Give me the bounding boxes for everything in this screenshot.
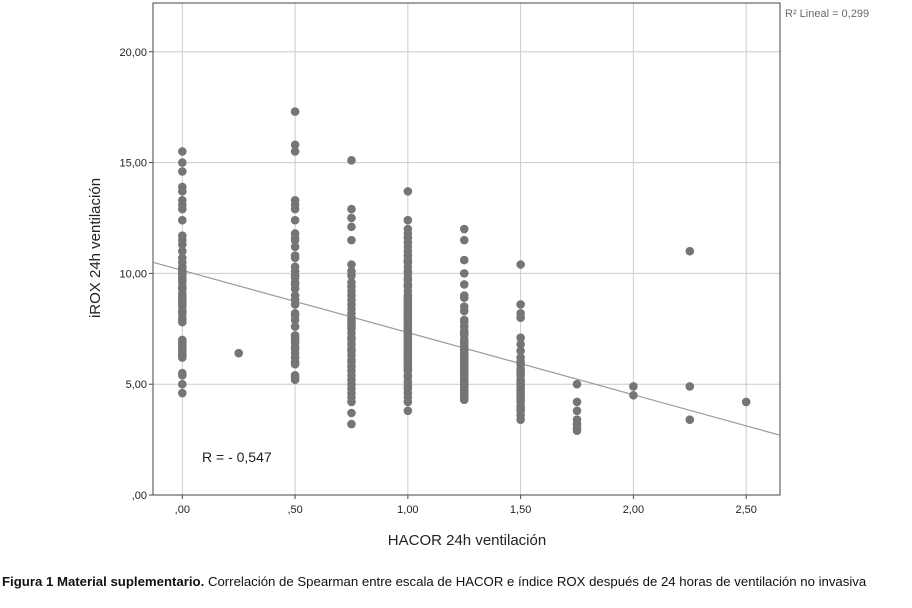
- data-point: [347, 235, 356, 245]
- data-point: [459, 280, 469, 289]
- data-point: [290, 359, 300, 369]
- data-point: [516, 333, 525, 342]
- x-tick-label: ,50: [287, 504, 302, 516]
- data-point: [178, 264, 187, 274]
- data-point: [516, 300, 525, 309]
- data-point: [572, 406, 582, 416]
- data-point: [459, 224, 469, 234]
- r2-label: R² Lineal = 0,299: [785, 8, 869, 20]
- data-point: [347, 260, 356, 269]
- data-point: [347, 397, 356, 407]
- data-point: [403, 397, 413, 407]
- data-point: [347, 222, 356, 232]
- x-tick-label: 2,50: [735, 504, 756, 516]
- data-point: [234, 348, 244, 358]
- x-tick-label: 1,50: [510, 504, 531, 516]
- data-point: [459, 293, 469, 303]
- data-point: [347, 213, 356, 223]
- data-point: [347, 419, 356, 429]
- data-point: [403, 187, 413, 196]
- y-tick-label: 15,00: [119, 158, 147, 170]
- data-point: [178, 379, 187, 389]
- data-point: [178, 371, 187, 380]
- data-point: [178, 246, 187, 256]
- data-points: [178, 107, 751, 436]
- data-point: [516, 339, 525, 349]
- data-point: [178, 187, 187, 196]
- data-point: [459, 395, 469, 405]
- data-point: [178, 353, 187, 362]
- data-point: [403, 406, 413, 416]
- data-point: [459, 235, 469, 245]
- data-point: [290, 300, 300, 309]
- data-point: [459, 255, 469, 265]
- data-point: [290, 315, 300, 325]
- data-point: [178, 317, 187, 327]
- data-point: [290, 147, 300, 156]
- data-point: [178, 158, 187, 167]
- caption-text: Correlación de Spearman entre escala de …: [207, 574, 867, 589]
- data-point: [572, 379, 582, 389]
- data-point: [290, 242, 300, 252]
- data-point: [572, 397, 582, 407]
- data-point: [347, 204, 356, 214]
- data-point: [178, 215, 187, 225]
- data-point: [516, 346, 525, 356]
- data-point: [178, 204, 187, 214]
- y-tick-label: 20,00: [119, 47, 147, 59]
- data-point: [290, 375, 300, 385]
- r-annotation: R = - 0,547: [202, 449, 272, 465]
- y-axis-title: iROX 24h ventilación: [87, 178, 104, 318]
- y-tick-label: ,00: [132, 490, 147, 502]
- data-point: [685, 246, 695, 256]
- data-point: [347, 320, 356, 329]
- data-point: [572, 426, 582, 436]
- data-point: [685, 415, 695, 424]
- data-point: [347, 271, 356, 280]
- x-axis-title: HACOR 24h ventilación: [388, 532, 546, 549]
- data-point: [178, 167, 187, 176]
- y-tick-label: 10,00: [119, 268, 147, 280]
- data-point: [459, 269, 469, 278]
- x-tick-label: 1,00: [397, 504, 418, 516]
- data-point: [347, 156, 356, 165]
- plot-frame: [152, 2, 781, 496]
- y-tick-label: 5,00: [126, 379, 147, 391]
- data-point: [685, 382, 695, 391]
- data-point: [403, 215, 413, 225]
- data-point: [290, 107, 300, 116]
- data-point: [347, 408, 356, 418]
- data-point: [178, 388, 187, 398]
- data-point: [629, 390, 638, 400]
- data-point: [290, 140, 300, 150]
- data-point: [178, 147, 187, 156]
- data-point: [516, 415, 525, 424]
- figure-caption: Figura 1 Material suplementario. Correla…: [2, 574, 910, 589]
- data-point: [290, 253, 300, 263]
- y-axis-ticks: ,00 5,00 10,00 15,00 20,00: [119, 47, 153, 502]
- x-axis-ticks: ,00 ,50 1,00 1,50 2,00 2,50: [175, 495, 757, 516]
- data-point: [459, 306, 469, 316]
- scatter-chart: ,00 5,00 10,00 15,00 20,00 ,00 ,50 1,00 1,50 2,0…: [87, 2, 869, 549]
- data-point: [290, 215, 300, 225]
- data-point: [290, 204, 300, 214]
- caption-label: Figura 1 Material suplementario.: [2, 574, 205, 589]
- data-point: [290, 284, 300, 294]
- data-point: [516, 260, 525, 269]
- data-point: [629, 382, 638, 391]
- data-point: [516, 313, 525, 323]
- x-tick-label: 2,00: [623, 504, 644, 516]
- data-point: [741, 397, 751, 407]
- data-point: [290, 235, 300, 245]
- data-point: [290, 322, 300, 331]
- x-tick-label: ,00: [175, 504, 190, 516]
- data-point: [178, 240, 187, 249]
